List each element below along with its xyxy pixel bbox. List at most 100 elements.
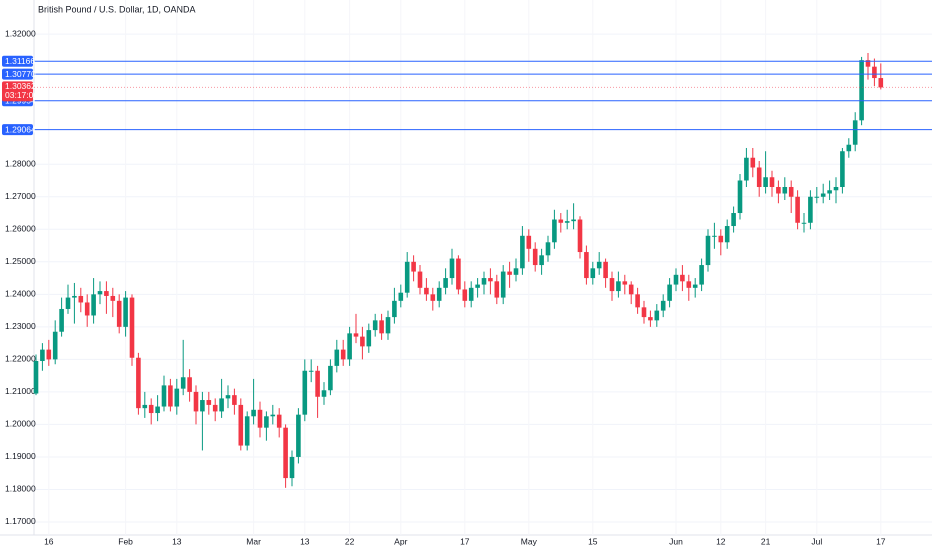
candle-body — [641, 307, 647, 318]
x-tick-label: 21 — [761, 536, 771, 546]
x-tick-label: Feb — [118, 536, 133, 546]
candle-body — [244, 416, 250, 446]
candle-body — [328, 365, 333, 391]
x-tick-label: 12 — [716, 536, 726, 546]
candle-body — [801, 222, 807, 224]
candle-body — [436, 287, 442, 301]
price-tag — [2, 68, 33, 80]
candle-body — [737, 180, 743, 214]
chart-title: British Pound / U.S. Dollar, 1D, OANDA — [38, 4, 196, 14]
price-tag — [2, 124, 33, 136]
candle-body — [129, 297, 135, 358]
candle-body — [840, 151, 845, 188]
candle-body — [283, 427, 288, 479]
candle-body — [756, 167, 762, 188]
candle-body — [353, 333, 359, 337]
x-tick-label: May — [521, 536, 538, 546]
candle-body — [398, 292, 404, 301]
candle-body — [488, 278, 493, 282]
candle-body — [724, 226, 730, 243]
candle-body — [584, 252, 589, 279]
y-tick-label: 1.27000 — [5, 191, 36, 201]
candle-body — [648, 317, 653, 321]
candle-body — [846, 144, 852, 152]
y-tick-label: 1.20000 — [5, 419, 36, 429]
candle-body — [718, 235, 724, 243]
candle-body — [744, 157, 749, 181]
candle-body — [417, 271, 423, 288]
candle-body — [872, 66, 877, 79]
candle-body — [603, 261, 608, 279]
last-price-tag — [2, 81, 33, 102]
candle-body — [168, 385, 173, 407]
candle-body — [219, 398, 224, 412]
candle-body — [545, 242, 551, 256]
candle-body — [65, 297, 71, 309]
candle-body — [590, 268, 596, 279]
candle-body — [628, 284, 634, 295]
countdown: 03:17:06 — [5, 90, 38, 100]
candle-body — [526, 235, 532, 249]
candle-body — [72, 295, 77, 298]
candle-body — [302, 370, 308, 415]
y-tick-label: 1.17000 — [5, 516, 36, 526]
candle-body — [174, 388, 180, 407]
candle-body — [660, 300, 666, 311]
candle-body — [206, 400, 212, 405]
candle-body — [40, 349, 45, 362]
candle-body — [500, 271, 506, 298]
candle-body — [859, 60, 864, 121]
candle-body — [692, 284, 698, 288]
candle-body — [782, 187, 788, 194]
candle-body — [264, 416, 269, 428]
candle-body — [609, 278, 615, 292]
candle-body — [104, 291, 109, 296]
y-tick-label: 1.24000 — [5, 289, 36, 299]
candle-body — [91, 294, 96, 316]
y-tick-label: 1.23000 — [5, 321, 36, 331]
candle-body — [200, 400, 205, 412]
candle-body — [180, 377, 186, 389]
candle-body — [238, 404, 244, 446]
x-tick-label: 13 — [172, 536, 182, 546]
price-tag — [2, 55, 33, 67]
candle-body — [347, 333, 352, 360]
candle-body — [251, 409, 256, 417]
candle-body — [558, 219, 564, 223]
price-tag-label: 1.29064 — [5, 124, 36, 134]
candle-body — [827, 190, 832, 194]
candle-body — [404, 261, 410, 293]
candle-body — [193, 391, 199, 412]
candle-body — [123, 297, 128, 327]
candle-body — [385, 317, 391, 334]
candle-body — [430, 294, 436, 301]
candle-body — [635, 294, 640, 308]
candle-body — [513, 268, 519, 275]
y-tick-label: 1.22000 — [5, 354, 36, 364]
candle-body — [552, 219, 557, 243]
candle-body — [865, 60, 871, 67]
candle-body — [52, 331, 58, 360]
candle-body — [155, 406, 160, 414]
x-tick-label: 17 — [460, 536, 470, 546]
x-tick-label: 15 — [588, 536, 598, 546]
y-tick-label: 1.18000 — [5, 484, 36, 494]
candle-body — [680, 274, 685, 282]
candle-body — [520, 235, 525, 269]
price-tag-label: 1.30770 — [5, 69, 36, 79]
candle-body — [392, 300, 397, 318]
candle-body — [462, 289, 468, 301]
candle-body — [161, 385, 167, 407]
candle-body — [507, 271, 512, 275]
candle-body — [808, 196, 813, 223]
candle-body — [731, 213, 736, 227]
x-tick-label: Mar — [246, 536, 261, 546]
candle-body — [475, 284, 480, 288]
candle-body — [769, 177, 775, 188]
candle-body — [84, 302, 90, 316]
candle-body — [788, 187, 794, 197]
candle-body — [763, 177, 768, 188]
candle-body — [667, 284, 672, 301]
